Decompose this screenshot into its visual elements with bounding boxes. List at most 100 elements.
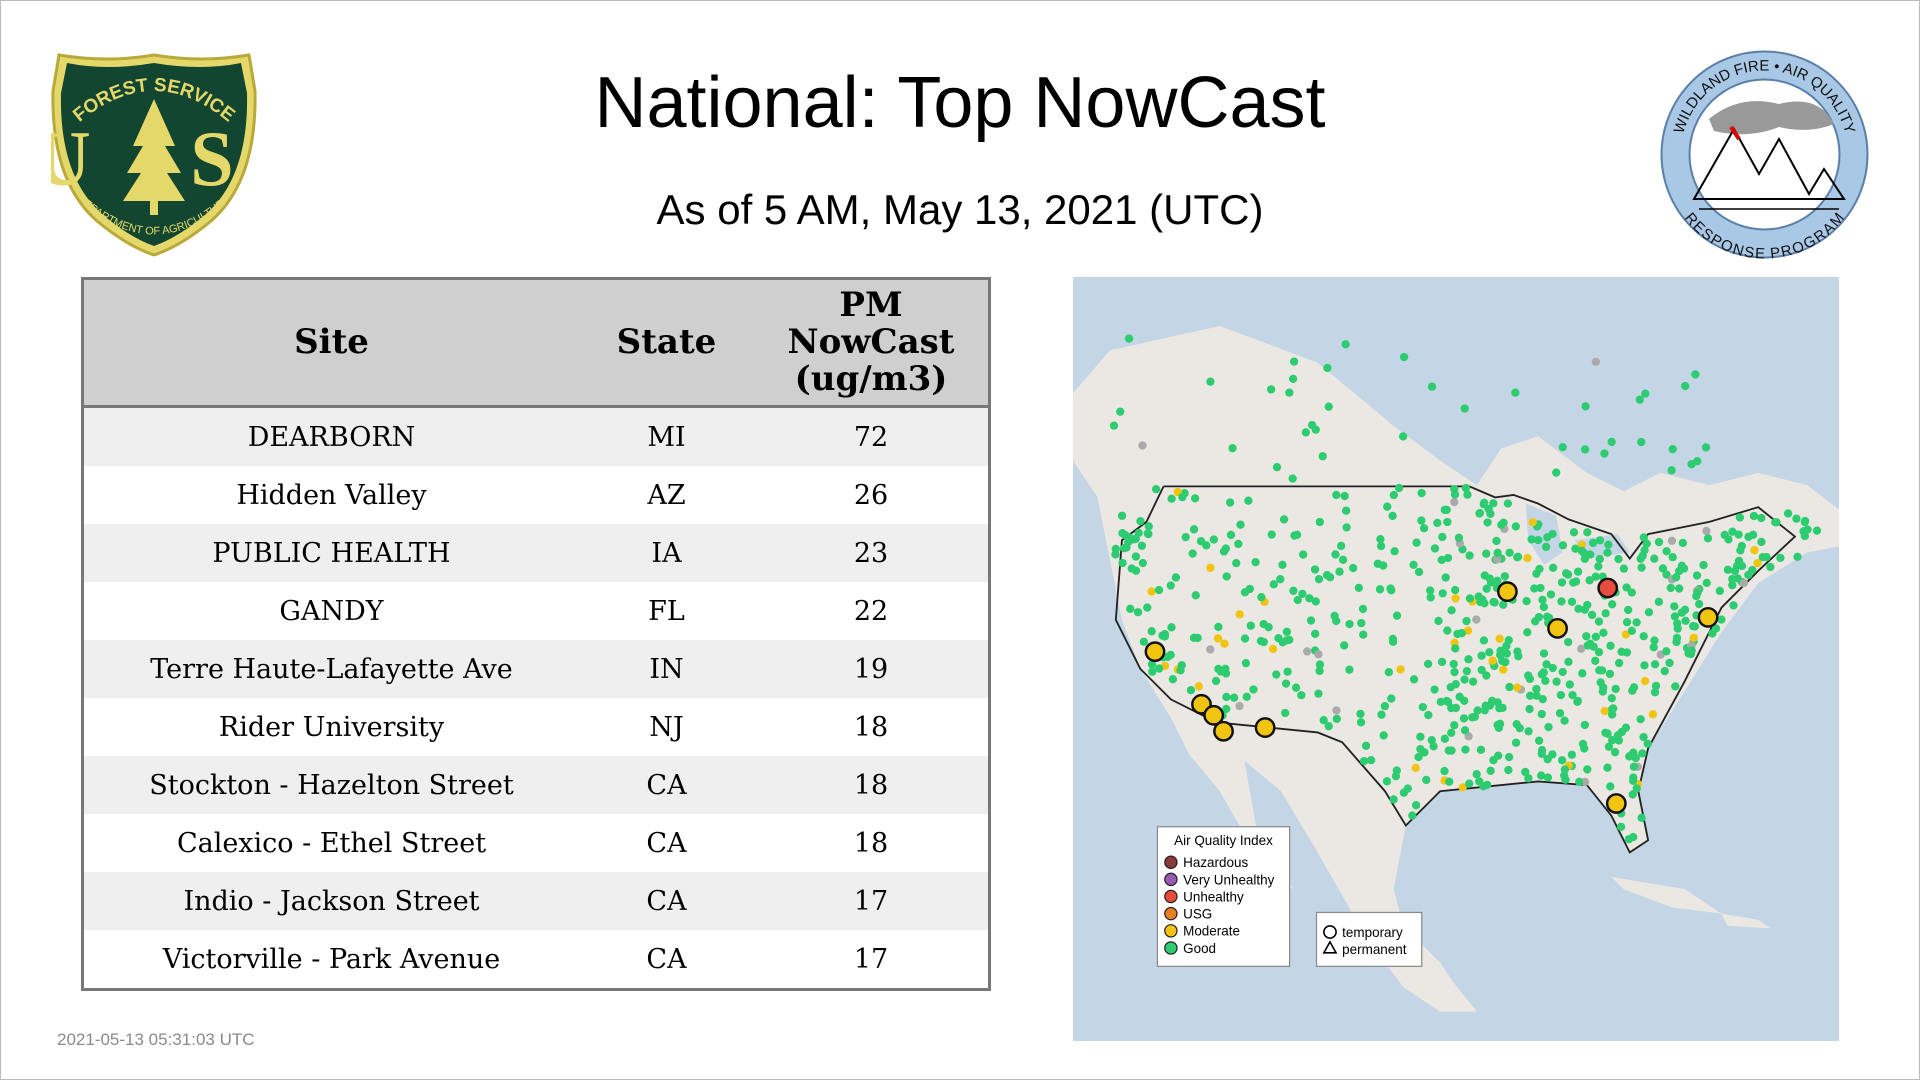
- monitor-marker[interactable]: [1758, 552, 1767, 562]
- monitor-marker[interactable]: [1522, 596, 1531, 606]
- monitor-marker[interactable]: [1314, 689, 1323, 698]
- monitor-marker[interactable]: [1650, 660, 1660, 669]
- monitor-marker[interactable]: [1310, 565, 1320, 574]
- monitor-marker[interactable]: [1621, 630, 1631, 639]
- monitor-marker[interactable]: [1241, 659, 1251, 668]
- monitor-marker[interactable]: [1577, 546, 1586, 555]
- monitor-marker[interactable]: [1503, 499, 1513, 508]
- monitor-marker[interactable]: [1800, 531, 1810, 541]
- monitor-marker[interactable]: [1548, 563, 1558, 572]
- monitor-marker[interactable]: [1259, 637, 1268, 647]
- monitor-marker[interactable]: [1482, 584, 1491, 593]
- monitor-marker[interactable]: [1607, 736, 1617, 745]
- monitor-marker[interactable]: [1581, 402, 1590, 411]
- monitor-marker[interactable]: [1569, 528, 1579, 537]
- monitor-marker[interactable]: [1285, 388, 1294, 397]
- monitor-marker[interactable]: [1167, 494, 1176, 503]
- monitor-marker[interactable]: [1451, 594, 1460, 603]
- monitor-marker[interactable]: [1505, 682, 1514, 692]
- monitor-marker[interactable]: [1232, 558, 1241, 568]
- monitor-marker[interactable]: [1498, 703, 1507, 713]
- monitor-marker[interactable]: [1541, 542, 1551, 552]
- monitor-marker[interactable]: [1462, 616, 1471, 626]
- monitor-marker[interactable]: [1483, 780, 1492, 790]
- monitor-marker[interactable]: [1603, 548, 1612, 557]
- monitor-marker[interactable]: [1391, 772, 1401, 781]
- monitor-marker[interactable]: [1668, 552, 1677, 562]
- top-site-marker[interactable]: [1597, 577, 1619, 599]
- monitor-marker[interactable]: [1532, 684, 1541, 694]
- monitor-marker[interactable]: [1340, 491, 1349, 501]
- monitor-marker[interactable]: [1213, 634, 1223, 643]
- monitor-marker[interactable]: [1728, 574, 1737, 584]
- monitor-marker[interactable]: [1186, 686, 1196, 695]
- monitor-marker[interactable]: [1692, 591, 1701, 601]
- monitor-marker[interactable]: [1131, 552, 1141, 561]
- monitor-marker[interactable]: [1543, 773, 1553, 782]
- monitor-marker[interactable]: [1541, 676, 1550, 685]
- monitor-marker[interactable]: [1600, 449, 1609, 458]
- monitor-marker[interactable]: [1565, 680, 1574, 689]
- monitor-marker[interactable]: [1330, 611, 1339, 621]
- monitor-marker[interactable]: [1357, 618, 1366, 628]
- monitor-marker[interactable]: [1209, 535, 1219, 544]
- monitor-marker[interactable]: [1595, 536, 1605, 545]
- monitor-marker[interactable]: [1419, 524, 1429, 533]
- monitor-marker[interactable]: [1411, 801, 1421, 810]
- monitor-marker[interactable]: [1356, 718, 1366, 727]
- monitor-marker[interactable]: [1443, 517, 1452, 527]
- monitor-marker[interactable]: [1544, 722, 1553, 732]
- monitor-marker[interactable]: [1376, 534, 1385, 544]
- monitor-marker[interactable]: [1289, 357, 1299, 366]
- monitor-marker[interactable]: [1532, 691, 1541, 700]
- monitor-marker[interactable]: [1812, 526, 1822, 535]
- monitor-marker[interactable]: [1288, 474, 1297, 483]
- monitor-marker[interactable]: [1561, 775, 1570, 784]
- monitor-marker[interactable]: [1610, 748, 1620, 757]
- monitor-marker[interactable]: [1614, 554, 1623, 564]
- monitor-marker[interactable]: [1194, 682, 1203, 691]
- monitor-marker[interactable]: [1341, 506, 1351, 515]
- monitor-marker[interactable]: [1594, 617, 1604, 626]
- monitor-marker[interactable]: [1644, 608, 1654, 617]
- monitor-marker[interactable]: [1416, 744, 1425, 754]
- monitor-marker[interactable]: [1450, 667, 1459, 677]
- monitor-marker[interactable]: [1505, 548, 1514, 557]
- monitor-marker[interactable]: [1580, 445, 1590, 454]
- monitor-marker[interactable]: [1504, 635, 1513, 645]
- monitor-marker[interactable]: [1154, 664, 1164, 673]
- monitor-marker[interactable]: [1555, 709, 1565, 718]
- monitor-marker[interactable]: [1591, 632, 1601, 642]
- monitor-marker[interactable]: [1640, 676, 1650, 686]
- monitor-marker[interactable]: [1635, 395, 1644, 404]
- monitor-marker[interactable]: [1451, 644, 1460, 653]
- monitor-marker[interactable]: [1624, 605, 1633, 615]
- monitor-marker[interactable]: [1580, 720, 1590, 730]
- monitor-marker[interactable]: [1443, 626, 1452, 635]
- monitor-marker[interactable]: [1666, 583, 1675, 593]
- monitor-marker[interactable]: [1499, 665, 1508, 674]
- monitor-marker[interactable]: [1573, 567, 1583, 576]
- monitor-marker[interactable]: [1668, 444, 1677, 454]
- monitor-marker[interactable]: [1336, 541, 1346, 551]
- monitor-marker[interactable]: [1450, 721, 1459, 730]
- monitor-marker[interactable]: [1461, 745, 1470, 754]
- monitor-marker[interactable]: [1470, 712, 1480, 721]
- monitor-marker[interactable]: [1546, 590, 1556, 599]
- monitor-marker[interactable]: [1361, 741, 1371, 750]
- monitor-marker[interactable]: [1567, 750, 1577, 759]
- monitor-marker[interactable]: [1465, 551, 1474, 560]
- monitor-marker[interactable]: [1575, 777, 1584, 786]
- monitor-marker[interactable]: [1637, 813, 1646, 822]
- monitor-marker[interactable]: [1556, 690, 1566, 700]
- monitor-marker[interactable]: [1753, 558, 1762, 568]
- monitor-marker[interactable]: [1450, 497, 1459, 507]
- monitor-marker[interactable]: [1482, 549, 1491, 558]
- monitor-marker[interactable]: [1463, 490, 1472, 499]
- monitor-marker[interactable]: [1441, 573, 1450, 582]
- monitor-marker[interactable]: [1272, 462, 1282, 472]
- monitor-marker[interactable]: [1473, 706, 1482, 715]
- monitor-marker[interactable]: [1445, 777, 1454, 786]
- top-site-marker[interactable]: [1213, 720, 1234, 742]
- monitor-marker[interactable]: [1793, 552, 1802, 561]
